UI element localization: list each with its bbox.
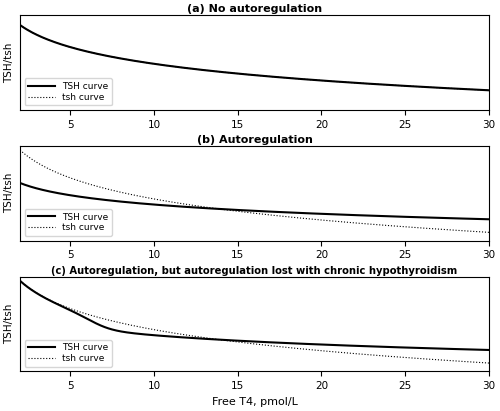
tsh curve: [240, 340, 246, 345]
tsh curve: [271, 344, 277, 349]
TSH curve: [242, 339, 248, 344]
TSH curve: [296, 76, 302, 81]
TSH curve: [240, 339, 246, 344]
Y-axis label: TSH/tsh: TSH/tsh: [4, 304, 15, 344]
tsh curve: [17, 23, 23, 28]
TSH curve: [474, 217, 480, 222]
TSH curve: [474, 87, 480, 92]
tsh curve: [17, 148, 23, 152]
tsh curve: [402, 355, 407, 360]
tsh curve: [240, 210, 246, 215]
Line: tsh curve: tsh curve: [20, 25, 489, 90]
Y-axis label: TSH/tsh: TSH/tsh: [4, 173, 15, 213]
tsh curve: [240, 72, 246, 76]
TSH curve: [296, 341, 302, 346]
tsh curve: [486, 88, 492, 93]
Legend: TSH curve, tsh curve: TSH curve, tsh curve: [24, 340, 112, 367]
TSH curve: [402, 345, 407, 350]
TSH curve: [240, 72, 246, 76]
Legend: TSH curve, tsh curve: TSH curve, tsh curve: [24, 209, 112, 236]
tsh curve: [402, 83, 407, 88]
tsh curve: [242, 340, 248, 345]
TSH curve: [402, 214, 407, 219]
TSH curve: [242, 208, 248, 213]
tsh curve: [271, 74, 277, 79]
TSH curve: [486, 88, 492, 93]
TSH curve: [271, 340, 277, 345]
TSH curve: [271, 209, 277, 214]
TSH curve: [474, 347, 480, 352]
TSH curve: [17, 278, 23, 283]
tsh curve: [474, 360, 480, 365]
TSH curve: [240, 208, 246, 213]
Line: TSH curve: TSH curve: [20, 281, 489, 350]
tsh curve: [402, 224, 407, 229]
Title: (a) No autoregulation: (a) No autoregulation: [187, 5, 322, 14]
Title: (b) Autoregulation: (b) Autoregulation: [196, 135, 312, 145]
tsh curve: [474, 87, 480, 92]
tsh curve: [486, 360, 492, 365]
tsh curve: [242, 210, 248, 215]
TSH curve: [242, 72, 248, 77]
tsh curve: [242, 72, 248, 77]
tsh curve: [486, 230, 492, 235]
tsh curve: [17, 278, 23, 283]
tsh curve: [296, 215, 302, 220]
Legend: TSH curve, tsh curve: TSH curve, tsh curve: [24, 79, 112, 105]
Line: tsh curve: tsh curve: [20, 281, 489, 363]
TSH curve: [17, 23, 23, 28]
tsh curve: [474, 229, 480, 234]
Y-axis label: TSH/tsh: TSH/tsh: [4, 42, 15, 83]
TSH curve: [486, 348, 492, 353]
Line: TSH curve: TSH curve: [20, 25, 489, 90]
TSH curve: [402, 83, 407, 88]
Line: TSH curve: TSH curve: [20, 183, 489, 219]
tsh curve: [296, 346, 302, 351]
TSH curve: [17, 180, 23, 185]
X-axis label: Free T4, pmol/L: Free T4, pmol/L: [212, 397, 298, 406]
Line: tsh curve: tsh curve: [20, 150, 489, 232]
TSH curve: [486, 217, 492, 222]
Title: (c) Autoregulation, but autoregulation lost with chronic hypothyroidism: (c) Autoregulation, but autoregulation l…: [52, 266, 458, 276]
tsh curve: [271, 213, 277, 218]
TSH curve: [296, 210, 302, 215]
TSH curve: [271, 74, 277, 79]
tsh curve: [296, 76, 302, 81]
